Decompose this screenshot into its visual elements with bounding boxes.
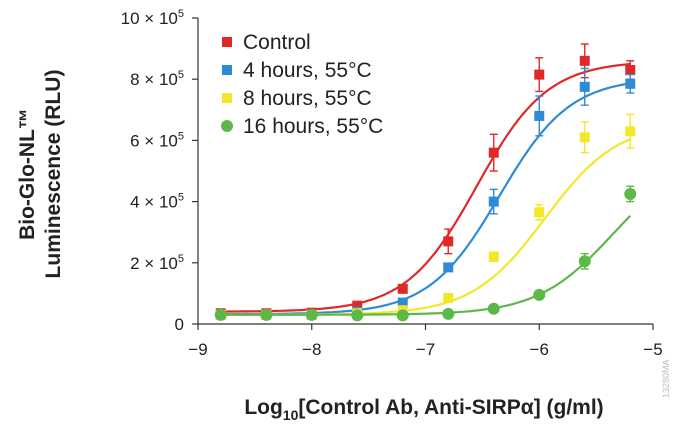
data-point	[351, 309, 364, 322]
y-tick-label-base: 10 × 10	[121, 9, 178, 28]
legend-marker	[222, 37, 232, 47]
data-point	[397, 283, 408, 294]
fit-curve	[220, 215, 631, 316]
data-point	[579, 55, 590, 66]
y-tick-label: 4 × 105	[130, 192, 184, 212]
data-point	[352, 300, 363, 311]
data-point	[214, 308, 227, 321]
data-point	[488, 196, 499, 207]
data-point	[578, 255, 591, 268]
y-tick-label-base: 0	[175, 315, 184, 334]
y-tick-label: 6 × 105	[130, 130, 184, 150]
legend: Control 4 hours, 55°C 8 hours, 55°C 16 hour…	[221, 31, 383, 138]
data-point	[396, 309, 409, 322]
legend-label: Control	[243, 31, 311, 54]
data-point	[625, 126, 636, 137]
data-point	[534, 69, 545, 80]
x-tick-label: −8	[302, 340, 321, 359]
legend-marker	[222, 65, 232, 75]
data-point	[488, 147, 499, 158]
data-point	[487, 302, 500, 315]
legend-marker	[221, 120, 233, 132]
x-tick-label: −7	[416, 340, 435, 359]
x-axis-title-main: Log	[244, 396, 282, 419]
y-tick-label: 8 × 105	[130, 69, 184, 89]
x-axis-title-rest: [Control Ab, Anti-SIRPα] (g/ml)	[298, 396, 603, 419]
figure-code-watermark: 13280MA	[661, 359, 671, 398]
data-point	[624, 187, 637, 200]
y-tick-label: 2 × 105	[130, 253, 184, 273]
data-point	[534, 110, 545, 121]
x-tick-label: −9	[188, 340, 207, 359]
y-tick-label-exponent: 5	[178, 192, 184, 204]
data-point	[260, 308, 273, 321]
plot-area	[214, 43, 637, 322]
legend-label: 8 hours, 55°C	[243, 87, 372, 110]
data-point	[443, 236, 454, 247]
data-point	[443, 292, 454, 303]
y-tick-label-base: 2 × 10	[130, 254, 178, 273]
legend-label: 16 hours, 55°C	[243, 115, 383, 138]
data-point	[579, 81, 590, 92]
x-axis-title: Log10[Control Ab, Anti-SIRPα] (g/ml)	[244, 396, 603, 423]
x-tick-label: −6	[530, 340, 549, 359]
y-tick-label-exponent: 5	[178, 253, 184, 265]
legend-label: 4 hours, 55°C	[243, 59, 372, 82]
legend-marker	[222, 93, 232, 103]
data-point	[488, 251, 499, 262]
fit-curve	[220, 62, 631, 313]
y-tick-label-base: 8 × 10	[130, 70, 178, 89]
y-tick-label: 0	[175, 315, 184, 334]
data-point	[625, 78, 636, 89]
data-point	[443, 262, 454, 273]
x-axis-title-subscript: 10	[283, 407, 299, 423]
y-tick-label-exponent: 5	[178, 130, 184, 142]
data-point	[442, 307, 455, 320]
data-point	[625, 65, 636, 76]
y-tick-label-base: 4 × 10	[130, 193, 178, 212]
data-point	[533, 288, 546, 301]
y-tick-label-exponent: 5	[178, 8, 184, 20]
y-axis-title-line2: Luminescence (RLU)	[42, 70, 65, 279]
y-tick-label: 10 × 105	[121, 8, 184, 28]
y-tick-label-base: 6 × 10	[130, 131, 178, 150]
data-point	[397, 297, 408, 308]
y-axis-title-line1: Bio-Glo-NL™	[16, 108, 39, 240]
x-tick-label: −5	[643, 340, 662, 359]
data-point	[305, 308, 318, 321]
data-point	[579, 132, 590, 143]
data-point	[534, 207, 545, 218]
y-tick-label-exponent: 5	[178, 69, 184, 81]
